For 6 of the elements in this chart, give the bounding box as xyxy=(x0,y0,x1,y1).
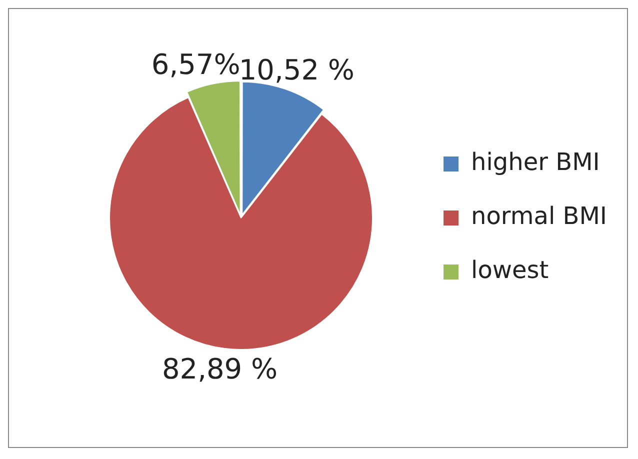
data-label: 82,89 % xyxy=(162,352,278,386)
legend-label: normal BMI xyxy=(471,202,608,230)
legend-label: higher BMI xyxy=(471,148,600,176)
data-label: 6,57% xyxy=(151,48,240,82)
legend-label: lowest xyxy=(471,256,549,284)
data-label: 10,52 % xyxy=(238,53,355,86)
